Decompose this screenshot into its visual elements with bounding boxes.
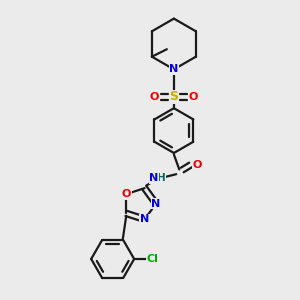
Text: N: N — [151, 199, 160, 209]
Text: H: H — [157, 173, 166, 183]
Text: O: O — [150, 92, 159, 102]
Text: Cl: Cl — [146, 254, 158, 264]
Text: O: O — [193, 160, 202, 170]
Text: N: N — [169, 64, 178, 74]
Text: N: N — [149, 173, 158, 183]
Text: S: S — [169, 90, 178, 103]
Text: O: O — [122, 189, 131, 199]
Text: N: N — [140, 214, 149, 224]
Text: O: O — [189, 92, 198, 102]
